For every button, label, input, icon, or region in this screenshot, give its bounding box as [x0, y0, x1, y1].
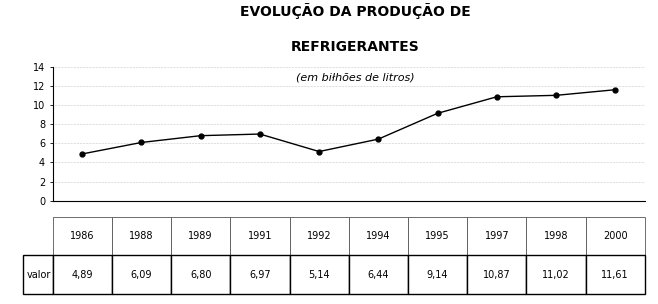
Text: (em biłhões de litros): (em biłhões de litros): [296, 73, 415, 83]
Text: EVOLUÇÃO DA PRODUÇÃO DE: EVOLUÇÃO DA PRODUÇÃO DE: [240, 3, 470, 19]
Text: REFRIGERANTES: REFRIGERANTES: [291, 40, 420, 54]
